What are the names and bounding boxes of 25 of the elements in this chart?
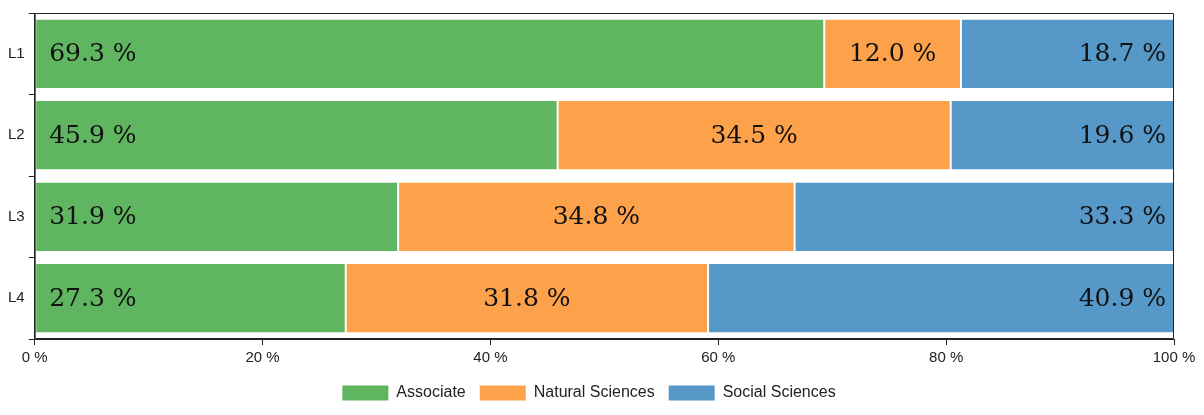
x-tick-label: 20 % [245,348,280,366]
x-tick-label: 0 % [21,348,48,366]
data-label: 27.3 % [49,282,137,312]
y-tick-label: L2 [8,125,25,143]
data-label: 33.3 % [1078,201,1166,231]
x-tick-label: 60 % [701,348,736,366]
legend-label: Natural Sciences [533,383,655,401]
y-tick-label: L3 [8,206,25,224]
x-tick-label: 40 % [473,348,508,366]
x-tick-label: 100 % [1152,348,1196,366]
data-label: 12.0 % [848,38,937,68]
data-label: 34.8 % [552,201,641,231]
x-tick-label: 80 % [929,348,964,366]
data-label: 45.9 % [49,119,137,149]
legend-label: Social Sciences [722,383,836,401]
y-tick-label: L4 [8,288,25,306]
data-label: 19.6 % [1078,119,1166,149]
y-tick-label: L1 [8,43,25,61]
data-label: 69.3 % [49,38,137,68]
data-label: 18.7 % [1078,38,1166,68]
data-label: 40.9 % [1078,282,1166,312]
data-label: 31.9 % [49,201,137,231]
data-label: 31.8 % [483,282,571,312]
legend-label: Associate [396,383,466,401]
data-label: 34.5 % [710,119,798,149]
